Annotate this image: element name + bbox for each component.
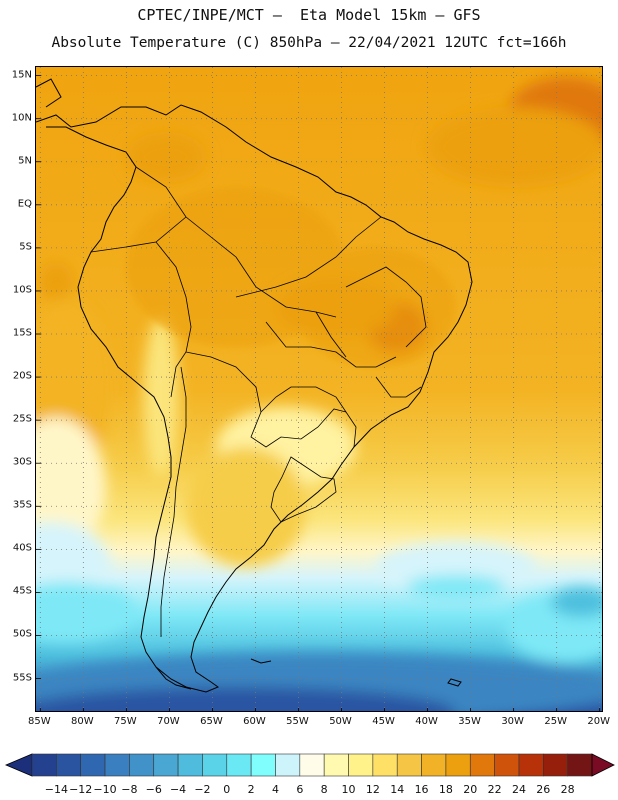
colorbar-swatch — [396, 753, 422, 777]
lon-tick-label: 35W — [458, 716, 481, 727]
lon-tick-label: 40W — [415, 716, 438, 727]
colorbar-swatch — [153, 753, 179, 777]
colorbar-swatch — [494, 753, 520, 777]
colorbar-swatch — [348, 753, 374, 777]
colorbar-tick-label: 16 — [414, 783, 429, 796]
colorbar-swatch — [226, 753, 252, 777]
colorbar-tick-label: 10 — [341, 783, 356, 796]
lat-tick-label: 15S — [12, 327, 32, 339]
colorbar-tick-label: −10 — [93, 783, 117, 796]
colorbar-tick-label: 20 — [463, 783, 478, 796]
lat-tick-label: 50S — [12, 628, 32, 640]
lon-tick-label: 70W — [157, 716, 180, 727]
colorbar-swatch — [518, 753, 544, 777]
colorbar-swatch — [80, 753, 106, 777]
colorbar-swatch — [275, 753, 301, 777]
temperature-field — [36, 67, 602, 711]
lon-tick-label: 25W — [544, 716, 567, 727]
colorbar-swatch — [202, 753, 228, 777]
colorbar-swatch — [104, 753, 130, 777]
lon-tick-label: 65W — [200, 716, 223, 727]
colorbar-swatch — [567, 753, 593, 777]
colorbar-tick-label: 12 — [365, 783, 380, 796]
colorbar-over-arrow — [591, 753, 615, 777]
colorbar-tick-label: −4 — [169, 783, 187, 796]
lat-tick-label: 55S — [12, 672, 32, 684]
colorbar-swatch — [372, 753, 398, 777]
colorbar-tick-label: 14 — [390, 783, 405, 796]
colorbar-swatch — [445, 753, 471, 777]
colorbar-swatch — [250, 753, 276, 777]
lon-tick-label: 20W — [587, 716, 610, 727]
colorbar-tick-label: 2 — [247, 783, 255, 796]
lon-tick-label: 50W — [329, 716, 352, 727]
chart-title-line-2: Absolute Temperature (C) 850hPa – 22/04/… — [51, 35, 567, 51]
lat-lon-grid — [36, 67, 602, 711]
lat-tick-label: EQ — [17, 198, 32, 210]
colorbar-tick-label: −14 — [44, 783, 68, 796]
lon-tick-label: 85W — [27, 716, 51, 727]
lon-tick-label: 45W — [372, 716, 395, 727]
lon-tick-label: 60W — [243, 716, 266, 727]
lon-tick-label: 75W — [114, 716, 137, 727]
colorbar-tick-label: −2 — [194, 783, 211, 796]
colorbar-tick-label: 18 — [438, 783, 453, 796]
lat-tick-label: 20S — [12, 370, 32, 382]
colorbar-tick-label: 6 — [296, 783, 304, 796]
chart-title-line-1: CPTEC/INPE/MCT – Eta Model 15km – GFS — [137, 6, 481, 24]
lon-tick-label: 80W — [71, 716, 94, 727]
colorbar-swatch — [421, 753, 447, 777]
colorbar-under-arrow — [4, 753, 33, 777]
lat-tick-label: 35S — [12, 499, 32, 511]
colorbar-swatch — [299, 753, 325, 777]
lat-tick-label: 10N — [11, 112, 32, 124]
colorbar-swatch — [56, 753, 81, 777]
country-borders — [90, 166, 427, 637]
colorbar-swatch — [469, 753, 495, 777]
colorbar-tick-label: −8 — [121, 783, 138, 796]
colorbar-swatch — [323, 753, 349, 777]
coastline-outline — [36, 78, 473, 693]
lat-tick-label: 40S — [12, 542, 32, 554]
temperature-map — [35, 66, 603, 712]
lat-tick-label: 15N — [11, 69, 32, 81]
lat-tick-label: 5N — [18, 155, 32, 167]
lon-tick-label: 30W — [501, 716, 524, 727]
lat-tick-label: 30S — [12, 456, 32, 468]
lat-tick-label: 5S — [19, 241, 32, 253]
colorbar-tick-label: 4 — [271, 783, 279, 796]
lat-tick-label: 25S — [12, 413, 32, 425]
colorbar-swatch — [543, 753, 568, 777]
colorbar-tick-label: 28 — [560, 783, 575, 796]
colorbar-tick-label: 8 — [320, 783, 328, 796]
colorbar-tick-label: −6 — [145, 783, 162, 796]
lat-tick-label: 45S — [12, 585, 32, 597]
colorbar-tick-label: 0 — [223, 783, 231, 796]
colorbar — [4, 753, 615, 777]
colorbar-tick-label: 26 — [536, 783, 551, 796]
lon-tick-label: 55W — [286, 716, 309, 727]
colorbar-tick-label: 24 — [511, 783, 526, 796]
colorbar-tick-label: 22 — [487, 783, 502, 796]
colorbar-swatch — [129, 753, 155, 777]
colorbar-swatch — [31, 753, 57, 777]
colorbar-tick-label: −12 — [69, 783, 93, 796]
colorbar-swatch — [177, 753, 203, 777]
lat-tick-label: 10S — [12, 284, 32, 296]
